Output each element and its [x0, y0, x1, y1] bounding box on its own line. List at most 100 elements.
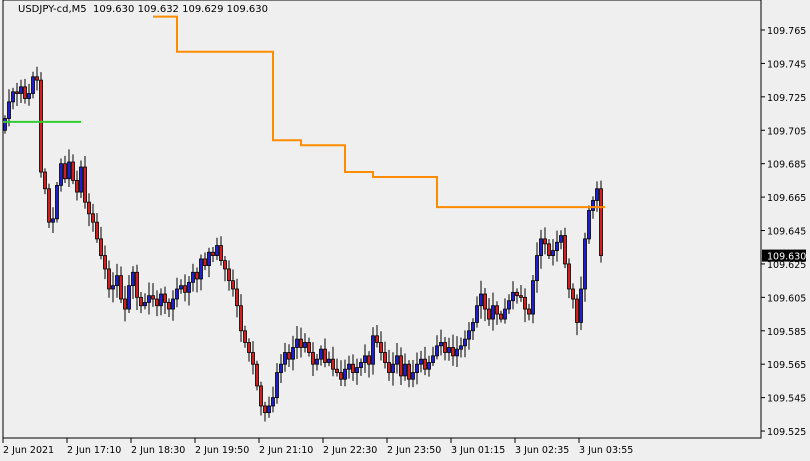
- candle-body: [155, 298, 159, 307]
- candle: [379, 331, 383, 361]
- candle-body: [7, 101, 11, 119]
- candle: [211, 247, 215, 263]
- candle: [587, 205, 591, 244]
- candle-body: [111, 285, 115, 290]
- candle: [411, 359, 415, 388]
- candle: [119, 266, 123, 303]
- candle-body: [343, 368, 347, 380]
- candle: [503, 298, 507, 324]
- plot-frame: [2, 0, 762, 439]
- candle: [91, 203, 95, 232]
- candle: [435, 335, 439, 360]
- candle-body: [23, 86, 27, 99]
- candle: [159, 288, 163, 316]
- candle: [59, 158, 63, 192]
- candle: [519, 285, 523, 302]
- candle-body: [215, 245, 219, 256]
- candle: [99, 226, 103, 260]
- candle-body: [411, 372, 415, 380]
- candle: [323, 338, 327, 368]
- candle: [407, 360, 411, 388]
- candle: [39, 72, 43, 178]
- candle: [115, 263, 119, 298]
- candle-body: [311, 352, 315, 365]
- price-tick-label: 109.545: [767, 394, 806, 405]
- candle: [443, 337, 447, 361]
- candle: [19, 79, 23, 104]
- candle-body: [239, 305, 243, 332]
- candle: [227, 260, 231, 291]
- candle-body: [291, 347, 295, 360]
- candle: [31, 71, 35, 99]
- candle-body: [319, 348, 323, 360]
- candle-body: [587, 210, 591, 240]
- candle-body: [575, 298, 579, 323]
- candle: [55, 182, 59, 223]
- chart-title: USDJPY-cd,M5 109.630 109.632 109.629 109…: [18, 4, 268, 15]
- candle: [103, 245, 107, 280]
- candle: [95, 213, 99, 243]
- candle: [399, 347, 403, 385]
- candle: [527, 303, 531, 321]
- candle: [539, 229, 543, 269]
- candle-body: [267, 405, 271, 414]
- candle-body: [139, 296, 143, 307]
- time-axis: 2 Jun 2021 2 Jun 17:10 2 Jun 18:30 2 Jun 19…: [2, 438, 633, 456]
- price-tick-label: 109.725: [767, 93, 806, 104]
- candle: [475, 296, 479, 328]
- candle: [451, 334, 455, 366]
- candle: [203, 252, 207, 271]
- candle-body: [15, 91, 19, 94]
- candle-body: [503, 308, 507, 320]
- candle: [419, 350, 423, 373]
- candle-body: [151, 295, 155, 300]
- candle-body: [119, 275, 123, 300]
- candle: [371, 327, 375, 375]
- candle: [139, 292, 143, 314]
- candle-body: [191, 271, 195, 283]
- candle-body: [199, 258, 203, 280]
- candle: [543, 227, 547, 255]
- candle-body: [99, 238, 103, 256]
- candle: [231, 269, 235, 297]
- candle: [275, 363, 279, 404]
- candle-body: [175, 288, 179, 300]
- price-tick-label: 109.585: [767, 327, 806, 338]
- candle-body: [539, 238, 543, 256]
- candle: [43, 168, 47, 195]
- candle: [219, 236, 223, 266]
- price-tick-label: 109.705: [767, 126, 806, 137]
- candle-body: [591, 200, 595, 211]
- candle-body: [499, 313, 503, 320]
- candle-body: [379, 342, 383, 353]
- candle-body: [91, 213, 95, 223]
- candle-body: [347, 363, 351, 370]
- candle-body: [359, 362, 363, 368]
- candle-body: [115, 275, 119, 287]
- candle-body: [207, 251, 211, 267]
- time-tick-label: 3 Jun 02:35: [515, 445, 569, 456]
- candle: [195, 267, 199, 293]
- candle: [3, 115, 7, 134]
- candle-body: [123, 298, 127, 310]
- candle: [111, 272, 115, 303]
- candle-body: [419, 358, 423, 365]
- candle: [7, 89, 11, 127]
- last-price-label: 109.630: [767, 252, 806, 263]
- candle: [403, 353, 407, 381]
- candle-body: [451, 347, 455, 357]
- candle-body: [315, 358, 319, 365]
- candle-body: [55, 185, 59, 220]
- candle: [415, 352, 419, 385]
- candle: [107, 260, 111, 298]
- candle-body: [443, 342, 447, 353]
- candle: [391, 352, 395, 386]
- candle-body: [259, 385, 263, 407]
- candle-body: [231, 280, 235, 290]
- candle: [483, 287, 487, 322]
- candle-body: [439, 342, 443, 347]
- orange-step-line: [153, 15, 605, 209]
- candle: [263, 401, 267, 422]
- price-tick-label: 109.525: [767, 427, 806, 438]
